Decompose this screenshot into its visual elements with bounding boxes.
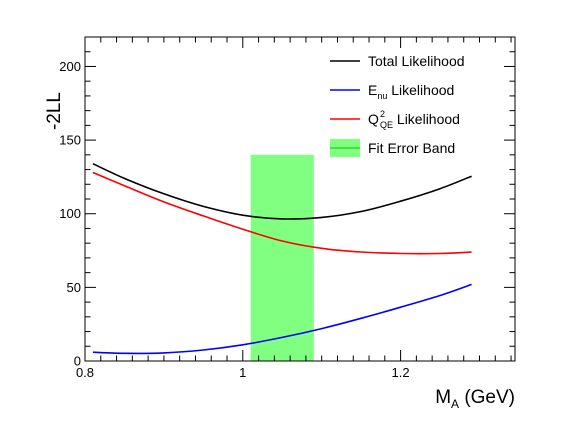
legend-band-label: Fit Error Band [368, 140, 455, 156]
legend-enu-label: Enu Likelihood [368, 82, 454, 101]
x-axis-title-unit: (GeV) [459, 387, 515, 408]
y-tick-label: 50 [67, 280, 81, 295]
x-tick-label: 1.2 [392, 365, 410, 380]
legend-enu-main: E [368, 82, 377, 98]
total-likelihood-line [92, 162, 472, 220]
tick-layer: 0 50 100 150 200 0.8 1 1.2 [59, 36, 515, 380]
band-layer [250, 154, 314, 361]
y-tick-label: 150 [59, 133, 81, 148]
fit-error-band [250, 154, 314, 361]
legend-q2-label: Q2 QE Likelihood [368, 109, 460, 130]
x-tick-label: 0.8 [76, 365, 94, 380]
legend-q2-main: Q [368, 111, 379, 127]
y-tick-label: 0 [74, 354, 81, 369]
x-axis-title: MA (GeV) [435, 387, 515, 411]
legend-q2-sub: QE [380, 120, 393, 130]
y-axis-title: -2LL [44, 92, 65, 130]
series-layer [92, 162, 472, 355]
legend-q2-rest: Likelihood [393, 111, 460, 127]
legend-enu-rest: Likelihood [387, 82, 454, 98]
legend-q2-sup: 2 [380, 109, 385, 119]
legend-enu-sub: nu [377, 91, 387, 101]
y-tick-label: 200 [59, 59, 81, 74]
x-axis-title-sub: A [451, 397, 459, 411]
legend-total-main: Total Likelihood [368, 53, 465, 69]
x-tick-label: 1 [239, 365, 246, 380]
legend-band-main: Fit Error Band [368, 140, 455, 156]
y-tick-label: 100 [59, 206, 81, 221]
x-axis-title-main: M [435, 387, 451, 408]
legend-total-label: Total Likelihood [368, 53, 465, 69]
q2qe-likelihood-line [92, 171, 472, 255]
enu-likelihood-line [92, 283, 472, 355]
